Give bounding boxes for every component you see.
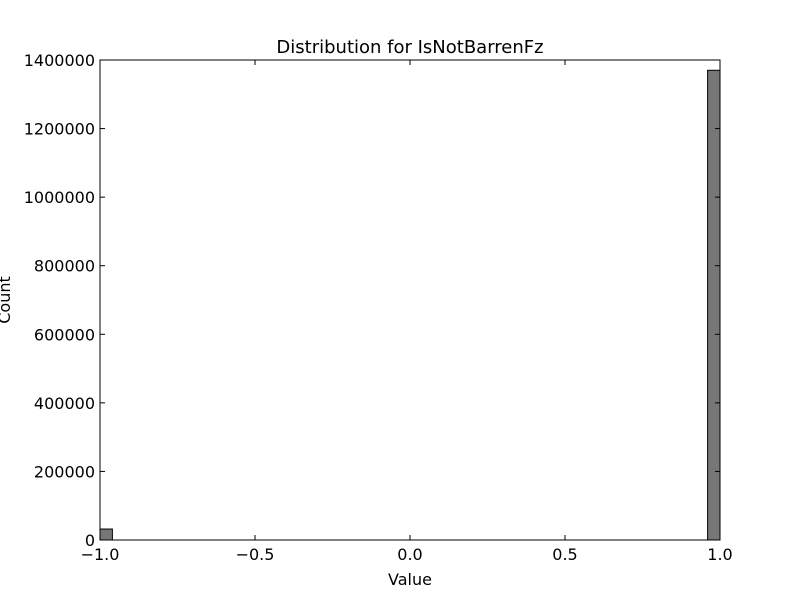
chart-title: Distribution for IsNotBarrenFz [276,37,543,58]
y-tick-label-1: 200000 [34,462,95,481]
x-tick-label-2: 0.0 [397,545,422,564]
y-tick-label-6: 1200000 [24,120,95,139]
x-tick-label-0: −1.0 [81,545,120,564]
y-axis-label: Count [0,276,14,324]
y-tick-label-2: 400000 [34,394,95,413]
y-tick-label-3: 600000 [34,325,95,344]
histogram-bar-1 [707,69,721,541]
x-tick-label-4: 1.0 [707,545,732,564]
y-tick-label-5: 1000000 [24,188,95,207]
x-tick-label-1: −0.5 [236,545,275,564]
y-tick-label-4: 800000 [34,257,95,276]
ticks-group: −1.0 −0.5 0.0 0.5 1.0 0 200000 400000 600000 8000… [24,51,733,564]
y-tick-label-0: 0 [85,531,95,550]
x-tick-label-3: 0.5 [552,545,577,564]
x-axis-label: Value [388,570,432,589]
histogram-bar-0 [99,528,113,541]
y-tick-label-7: 1400000 [24,51,95,70]
plot-frame [99,59,721,541]
